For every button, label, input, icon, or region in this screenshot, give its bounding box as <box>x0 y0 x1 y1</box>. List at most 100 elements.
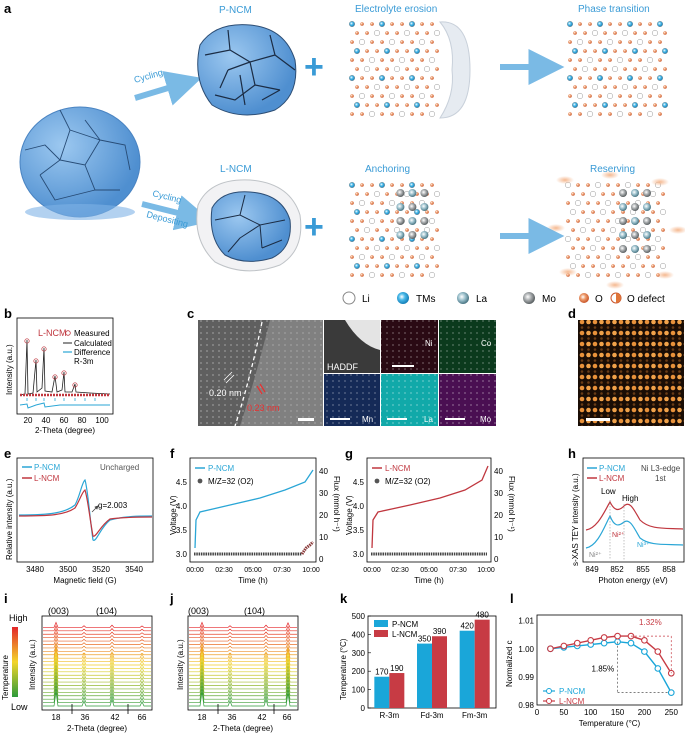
svg-text:10: 10 <box>319 533 328 542</box>
lattice-atom <box>430 255 434 259</box>
lattice-atom <box>360 237 364 241</box>
anchoring-lattice <box>348 181 441 279</box>
bar <box>417 643 432 708</box>
lattice-atom <box>611 246 615 250</box>
ni-edge-label: Ni L3-edge <box>641 464 681 473</box>
lattice-atom <box>578 76 582 80</box>
lattice-atom <box>360 183 364 187</box>
legend-f-o2: M/Z=32 (O2) <box>208 477 254 486</box>
flame-mark <box>606 281 624 289</box>
coating-atom <box>631 189 639 197</box>
lattice-atom <box>643 103 647 107</box>
svg-text:18: 18 <box>52 713 61 722</box>
line-chart-xlabel: Temperature (°C) <box>579 719 641 728</box>
lattice-atom <box>593 103 597 107</box>
panel-b-ylabel: Intensity (a.u.) <box>5 344 14 395</box>
li-atom-icon <box>342 291 356 305</box>
lattice-atom <box>591 264 595 268</box>
y-tick-label: 500 <box>352 612 366 621</box>
d-spacing-020: 0.20 nm <box>209 388 242 398</box>
panel-i-label: i <box>4 591 8 606</box>
svg-text:3.0: 3.0 <box>176 550 188 559</box>
svg-text:60: 60 <box>60 416 69 425</box>
lattice-atom <box>621 228 625 232</box>
lattice-atom <box>405 264 409 268</box>
svg-text:3.5: 3.5 <box>353 526 365 535</box>
panel-f-yticks: 3.0 3.5 4.0 4.5 <box>176 478 188 559</box>
lattice-atom <box>400 183 404 187</box>
lattice-atom <box>564 235 572 243</box>
lattice-atom <box>380 58 384 62</box>
lattice-atom <box>348 20 356 28</box>
electrolyte-shell <box>438 21 471 119</box>
lattice-atom <box>350 273 354 277</box>
lattice-atom <box>646 183 650 187</box>
svg-text:4.0: 4.0 <box>353 502 365 511</box>
xrd-pattern-trace <box>189 691 297 707</box>
panel-h-xlabel: Photon energy (eV) <box>598 576 668 585</box>
panel-c: c 0.20 nm 0.23 nm HADDF Ni Co Mn La Mo <box>187 306 496 427</box>
xrd-pattern-trace <box>189 685 297 700</box>
svg-text:10: 10 <box>494 533 503 542</box>
lattice-atom <box>360 58 364 62</box>
svg-text:02:30: 02:30 <box>391 567 409 574</box>
panel-j-xticks: 18 36 42 66 <box>198 713 292 722</box>
lattice-atom <box>626 255 630 259</box>
lattice-atom <box>375 210 379 214</box>
map-label-mn: Mn <box>362 415 373 424</box>
lattice-atom <box>588 94 592 98</box>
lattice-atom <box>358 199 366 207</box>
lattice-atom <box>611 210 615 214</box>
cycle-label: 1st <box>655 474 666 483</box>
lattice-atom <box>393 226 401 234</box>
svg-text:30: 30 <box>494 489 503 498</box>
coating-atom <box>643 245 651 253</box>
bar-value-label: 480 <box>475 611 489 620</box>
lattice-atom <box>588 76 592 80</box>
lattice-atom <box>433 83 441 91</box>
lattice-atom <box>403 83 411 91</box>
xrd-stack-lncm <box>189 621 297 714</box>
lattice-atom <box>621 29 629 37</box>
lattice-atom <box>428 56 436 64</box>
lattice-atom <box>405 67 409 71</box>
lattice-atom <box>643 31 647 35</box>
lattice-atom <box>430 201 434 205</box>
lattice-atom <box>611 192 615 196</box>
lattice-atom <box>661 192 665 196</box>
lattice-atom <box>656 201 660 205</box>
svg-text:849: 849 <box>585 565 599 574</box>
lattice-atom <box>400 40 404 44</box>
lattice-atom <box>350 40 354 44</box>
data-point <box>600 639 608 647</box>
lattice-atom <box>569 208 577 216</box>
y-tick-label: 200 <box>352 667 366 676</box>
lattice-atom <box>420 112 424 116</box>
category-label: Fm-3m <box>462 711 488 720</box>
xrd-pattern-trace <box>189 674 297 690</box>
lattice-atom <box>644 271 652 279</box>
lattice-atom <box>648 94 652 98</box>
legend-calculated: Calculated <box>74 339 112 348</box>
lattice-atom <box>586 255 590 259</box>
lattice-atom <box>360 112 364 116</box>
lattice-atom <box>596 20 604 28</box>
panel-l-label: l <box>510 591 514 606</box>
svg-text:4.5: 4.5 <box>353 478 365 487</box>
flame-mark <box>656 271 674 279</box>
lattice-atom <box>433 29 441 37</box>
phase-transition-title: Phase transition <box>578 4 650 15</box>
panel-g-xlabel: Time (h) <box>414 576 444 585</box>
lattice-atom <box>586 237 590 241</box>
lattice-atom <box>355 246 359 250</box>
g-value: g=2.003 <box>98 501 128 510</box>
coating-atom <box>420 217 429 225</box>
lattice-atom <box>616 255 620 259</box>
panel-h-ylabel: s-XAS TEY intensity (a.u.) <box>571 473 580 566</box>
svg-text:3500: 3500 <box>59 565 77 574</box>
electrolyte-erosion-title: Electrolyte erosion <box>355 4 437 15</box>
coating-atom <box>408 217 417 225</box>
lattice-atom <box>633 85 637 89</box>
lattice-atom <box>616 201 620 205</box>
panel-j-label: j <box>169 591 174 606</box>
